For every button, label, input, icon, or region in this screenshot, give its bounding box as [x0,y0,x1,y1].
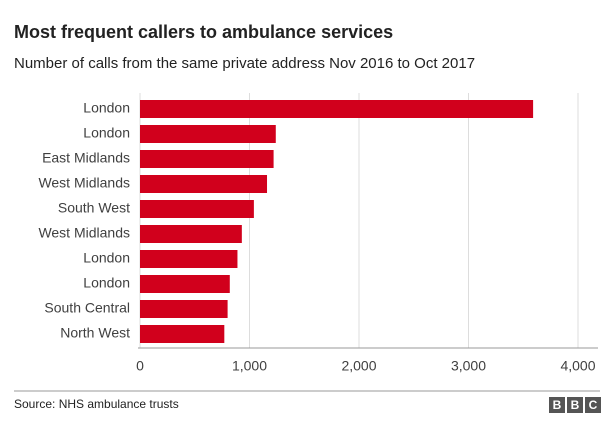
x-tick-label: 1,000 [232,358,267,374]
logo-box [585,397,601,413]
x-tick-label: 3,000 [451,358,486,374]
logo-letter: C [589,398,598,412]
bar [140,125,276,143]
y-tick-label: South Central [44,300,130,316]
y-tick-label: South West [58,200,130,216]
bar [140,250,238,268]
bar [140,300,228,318]
y-tick-label: London [83,125,130,141]
bar [140,175,268,193]
logo-letter: B [553,398,562,412]
bar [140,150,274,168]
y-tick-label: North West [60,325,130,341]
y-tick-label: East Midlands [42,150,130,166]
chart-subtitle: Number of calls from the same private ad… [14,55,475,72]
y-tick-label: London [83,100,130,116]
x-tick-label: 2,000 [341,358,376,374]
logo-letter: B [571,398,580,412]
y-tick-label: London [83,250,130,266]
source: Source: NHS ambulance trusts [14,397,179,411]
logo-box [567,397,583,413]
bar [140,225,242,243]
bar [140,200,254,218]
bar [140,275,230,293]
y-tick-label: London [83,275,130,291]
y-tick-label: West Midlands [38,225,130,241]
x-tick-label: 4,000 [560,358,595,374]
bar [140,325,225,343]
y-tick-label: West Midlands [38,175,130,191]
x-tick-label: 0 [136,358,144,374]
bar [140,100,534,118]
logo-box [549,397,565,413]
chart-title: Most frequent callers to ambulance servi… [14,22,393,42]
